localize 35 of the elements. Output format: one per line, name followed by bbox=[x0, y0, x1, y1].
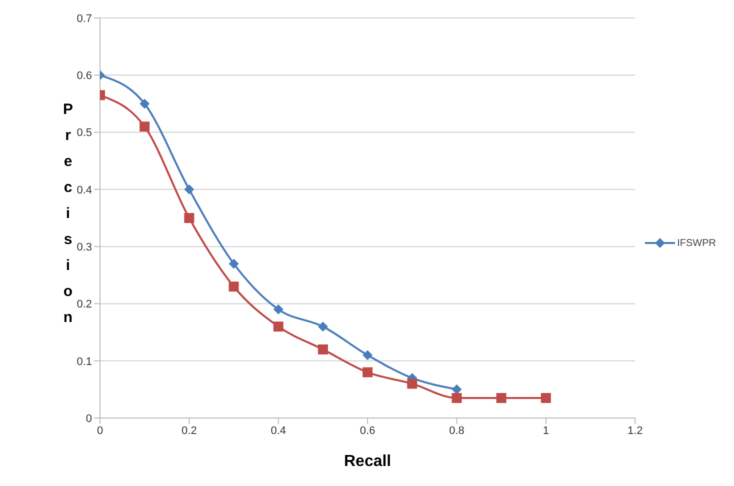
point bbox=[407, 378, 418, 389]
y-tick-label: 0.5 bbox=[76, 127, 92, 140]
point bbox=[318, 322, 328, 332]
point bbox=[362, 350, 373, 360]
point bbox=[496, 393, 506, 403]
point bbox=[273, 322, 284, 332]
x-tick-label: 0.4 bbox=[270, 424, 286, 437]
point bbox=[228, 282, 239, 292]
legend-label: IFSWPR bbox=[677, 238, 716, 248]
point bbox=[184, 213, 194, 223]
y-tick-label: 0 bbox=[86, 412, 92, 425]
point bbox=[228, 258, 239, 269]
x-tick-label: 0.2 bbox=[182, 424, 197, 437]
point bbox=[452, 393, 462, 403]
x-tick-label: 1.2 bbox=[627, 424, 643, 437]
point bbox=[318, 344, 328, 354]
text: Precision bbox=[62, 101, 74, 326]
y-tick-label: 0.2 bbox=[76, 298, 92, 311]
y-tick-label: 0.4 bbox=[76, 184, 92, 196]
x-tick-label: 0.8 bbox=[449, 424, 464, 437]
x-tick-label: 1 bbox=[542, 424, 549, 437]
y-tick-label: 0.7 bbox=[76, 12, 92, 25]
x-axis-title: Recall bbox=[344, 453, 392, 470]
point bbox=[362, 367, 373, 378]
point bbox=[140, 122, 150, 132]
y-tick-label: 0.1 bbox=[76, 356, 92, 368]
point bbox=[452, 384, 462, 394]
y-tick-label: 0.3 bbox=[76, 241, 92, 254]
x-tick-label: 0.6 bbox=[360, 424, 376, 437]
x-tick-label: 0 bbox=[96, 424, 104, 437]
point bbox=[273, 304, 284, 314]
point bbox=[140, 98, 150, 109]
point bbox=[540, 393, 551, 403]
point bbox=[184, 184, 194, 194]
y-tick-label: 0.6 bbox=[76, 70, 92, 82]
